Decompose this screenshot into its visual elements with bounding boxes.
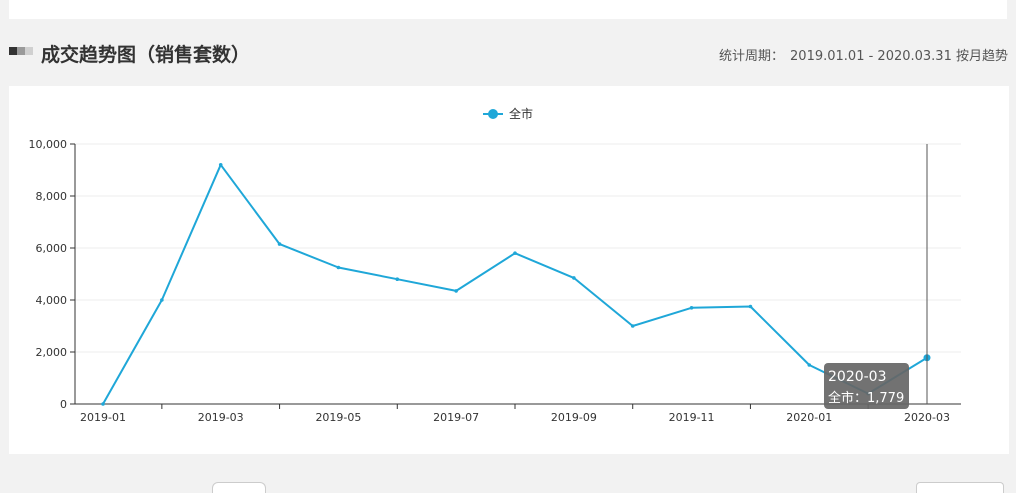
data-point[interactable]: [160, 298, 164, 302]
legend-dot-marker: [488, 109, 498, 119]
chart-card: 0 2,000 4,000 6,000 8,000 10,000 2019-01 2019-0…: [9, 86, 1009, 454]
x-tick-label: 2019-01: [80, 411, 126, 424]
chart-axes: 0 2,000 4,000 6,000 8,000 10,000 2019-01 2019-0…: [29, 138, 961, 424]
chart-tooltip: 2020-03 全市：1,779: [824, 144, 928, 409]
tooltip-value: 全市：1,779: [828, 390, 904, 406]
x-tick-label: 2019-07: [433, 411, 479, 424]
data-point[interactable]: [630, 324, 635, 328]
period-value: 2019.01.01 - 2020.03.31 按月趋势: [790, 49, 1008, 64]
data-point[interactable]: [807, 363, 812, 367]
y-tick-label: 0: [60, 398, 67, 411]
data-point[interactable]: [454, 289, 458, 293]
y-tick-label: 8,000: [36, 190, 68, 203]
previous-section-card: [9, 0, 1007, 19]
series-line[interactable]: [102, 163, 928, 405]
y-tick-label: 10,000: [29, 138, 68, 151]
x-tick-label: 2019-09: [551, 411, 597, 424]
data-point[interactable]: [513, 251, 517, 255]
data-point[interactable]: [101, 402, 105, 406]
title-marker-icon: [9, 47, 33, 55]
trend-line-chart[interactable]: 0 2,000 4,000 6,000 8,000 10,000 2019-01 2019-0…: [9, 86, 1009, 454]
legend-label[interactable]: 全市: [509, 106, 533, 121]
chart-legend[interactable]: 全市: [483, 106, 533, 121]
x-tick-label: 2020-01: [786, 411, 832, 424]
x-tick-label: 2019-03: [198, 411, 244, 424]
x-tick-label: 2019-05: [315, 411, 361, 424]
period-label: 统计周期：: [719, 49, 785, 64]
data-point[interactable]: [218, 163, 223, 167]
data-point[interactable]: [395, 277, 400, 281]
data-point[interactable]: [572, 276, 576, 280]
section-title: 成交趋势图（销售套数）: [41, 44, 251, 66]
x-tick-label: 2019-11: [669, 411, 715, 424]
data-point[interactable]: [277, 242, 282, 246]
y-tick-label: 6,000: [36, 242, 68, 255]
data-point[interactable]: [336, 265, 341, 270]
chart-series[interactable]: [101, 163, 931, 406]
pagination-control[interactable]: [212, 482, 266, 493]
statistics-period: 统计周期： 2019.01.01 - 2020.03.31 按月趋势: [719, 45, 1008, 64]
data-point[interactable]: [748, 304, 753, 309]
chart-grid: [75, 143, 961, 353]
data-point[interactable]: [689, 306, 694, 310]
x-tick-label: 2020-03: [904, 411, 950, 424]
tooltip-box: [824, 363, 909, 409]
y-tick-label: 4,000: [36, 294, 68, 307]
action-button[interactable]: [916, 482, 1004, 493]
tooltip-title: 2020-03: [828, 369, 887, 385]
y-tick-label: 2,000: [36, 346, 68, 359]
